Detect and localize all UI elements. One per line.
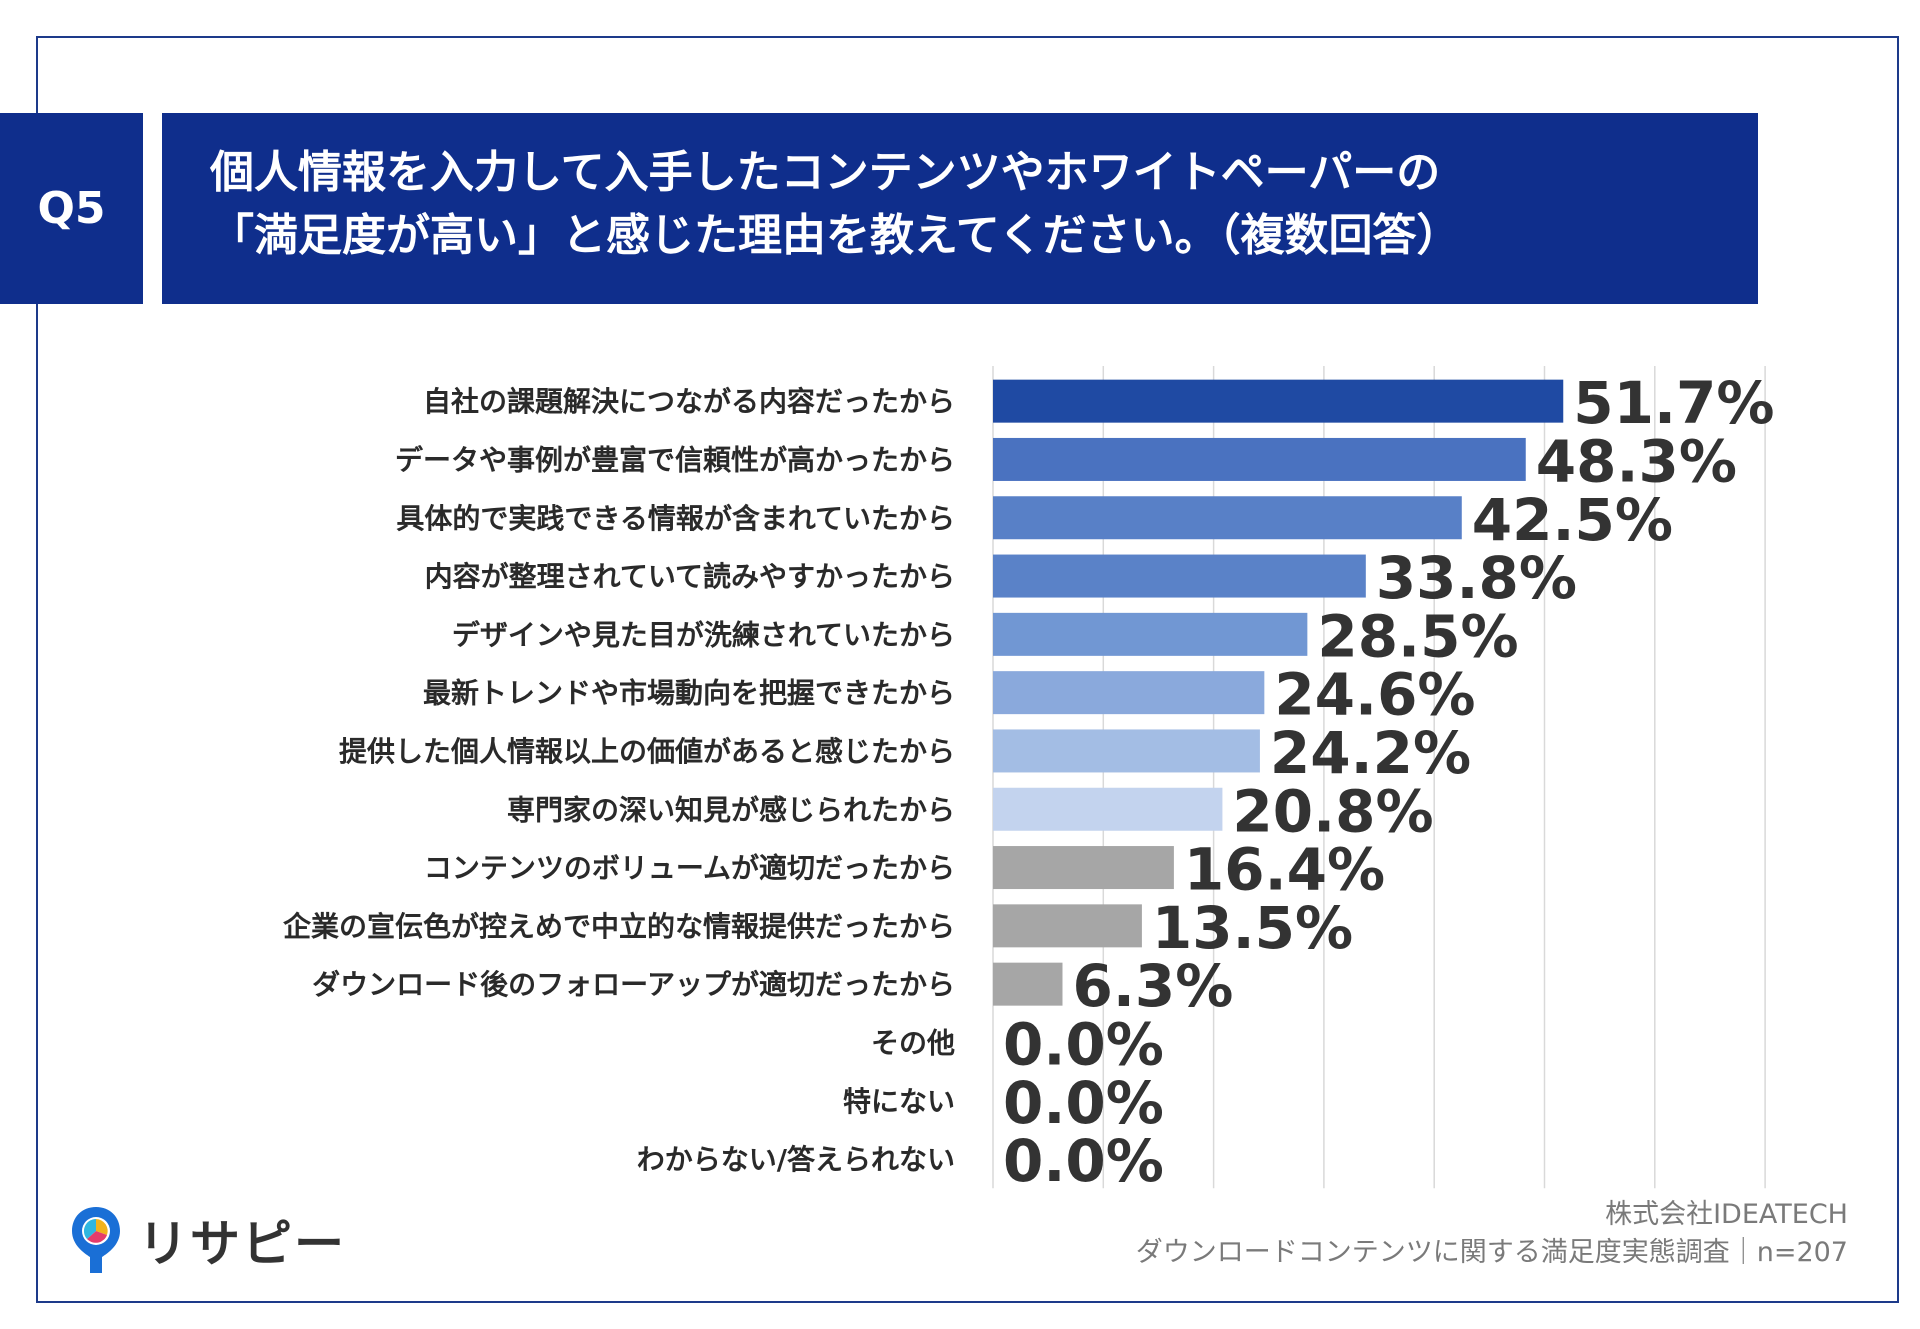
footer-survey: ダウンロードコンテンツに関する満足度実態調査｜n=207 [1135,1237,1848,1268]
bar [993,904,1142,948]
data-label: 24.2% [1270,719,1471,787]
data-label: 0.0% [1003,1069,1164,1137]
data-label: 0.0% [1003,1010,1164,1078]
category-label: 自社の課題解決につながる内容だったから [423,385,955,418]
data-label: 42.5% [1472,486,1673,554]
category-label: わからない/答えられない [637,1143,955,1176]
bar [993,379,1564,423]
data-label: 51.7% [1573,369,1774,437]
bar [993,846,1174,890]
footer: 株式会社IDEATECH ダウンロードコンテンツに関する満足度実態調査｜n=20… [1136,1196,1848,1272]
category-label: ダウンロード後のフォローアップが適切だったから [312,968,955,1001]
data-label: 16.4% [1184,836,1385,904]
category-label: その他 [871,1026,955,1059]
category-label: 具体的で実践できる情報が含まれていたから [396,502,955,535]
question-number: Q5 [37,183,106,234]
category-label: デザインや見た目が洗練されていたから [452,618,955,651]
question-badge: Q5 [0,113,143,304]
question-title-line2: 「満足度が高い」と感じた理由を教えてください。（複数回答） [210,210,1461,261]
bar [993,962,1063,1006]
bar [993,787,1223,831]
category-label: コンテンツのボリュームが適切だったから [424,852,955,885]
bar [993,612,1308,656]
data-label: 33.8% [1376,544,1577,612]
data-label: 13.5% [1152,894,1353,962]
data-label: 24.6% [1274,661,1475,729]
category-label: 特にない [843,1085,955,1118]
bar [993,437,1526,481]
data-label: 6.3% [1072,952,1233,1020]
risapy-logo: リサピー [70,1204,346,1276]
logo-text: リサピー [138,1215,346,1273]
data-label: 0.0% [1003,1127,1164,1195]
data-label: 28.5% [1317,602,1518,670]
category-label: 内容が整理されていて読みやすかったから [425,560,955,593]
bar [993,729,1260,773]
footer-company: 株式会社IDEATECH [1605,1199,1848,1230]
category-label: 企業の宣伝色が控えめで中立的な情報提供だったから [283,910,955,943]
bar [993,671,1265,715]
question-title-line1: 個人情報を入力して入手したコンテンツやホワイトペーパーの [210,147,1441,198]
outer-frame [36,36,1899,1303]
data-label: 20.8% [1232,777,1433,845]
category-label: 提供した個人情報以上の価値があると感じたから [339,735,955,768]
bar [993,554,1366,598]
category-label: 専門家の深い知見が感じられたから [507,793,955,826]
bar [993,496,1462,540]
category-label: 最新トレンドや市場動向を把握できたから [423,677,955,710]
data-label: 48.3% [1536,427,1737,495]
question-title: 個人情報を入力して入手したコンテンツやホワイトペーパーの 「満足度が高い」と感じ… [162,113,1758,304]
category-label: データや事例が豊富で信頼性が高かったから [395,443,955,476]
pin-logo-icon [72,1207,120,1273]
